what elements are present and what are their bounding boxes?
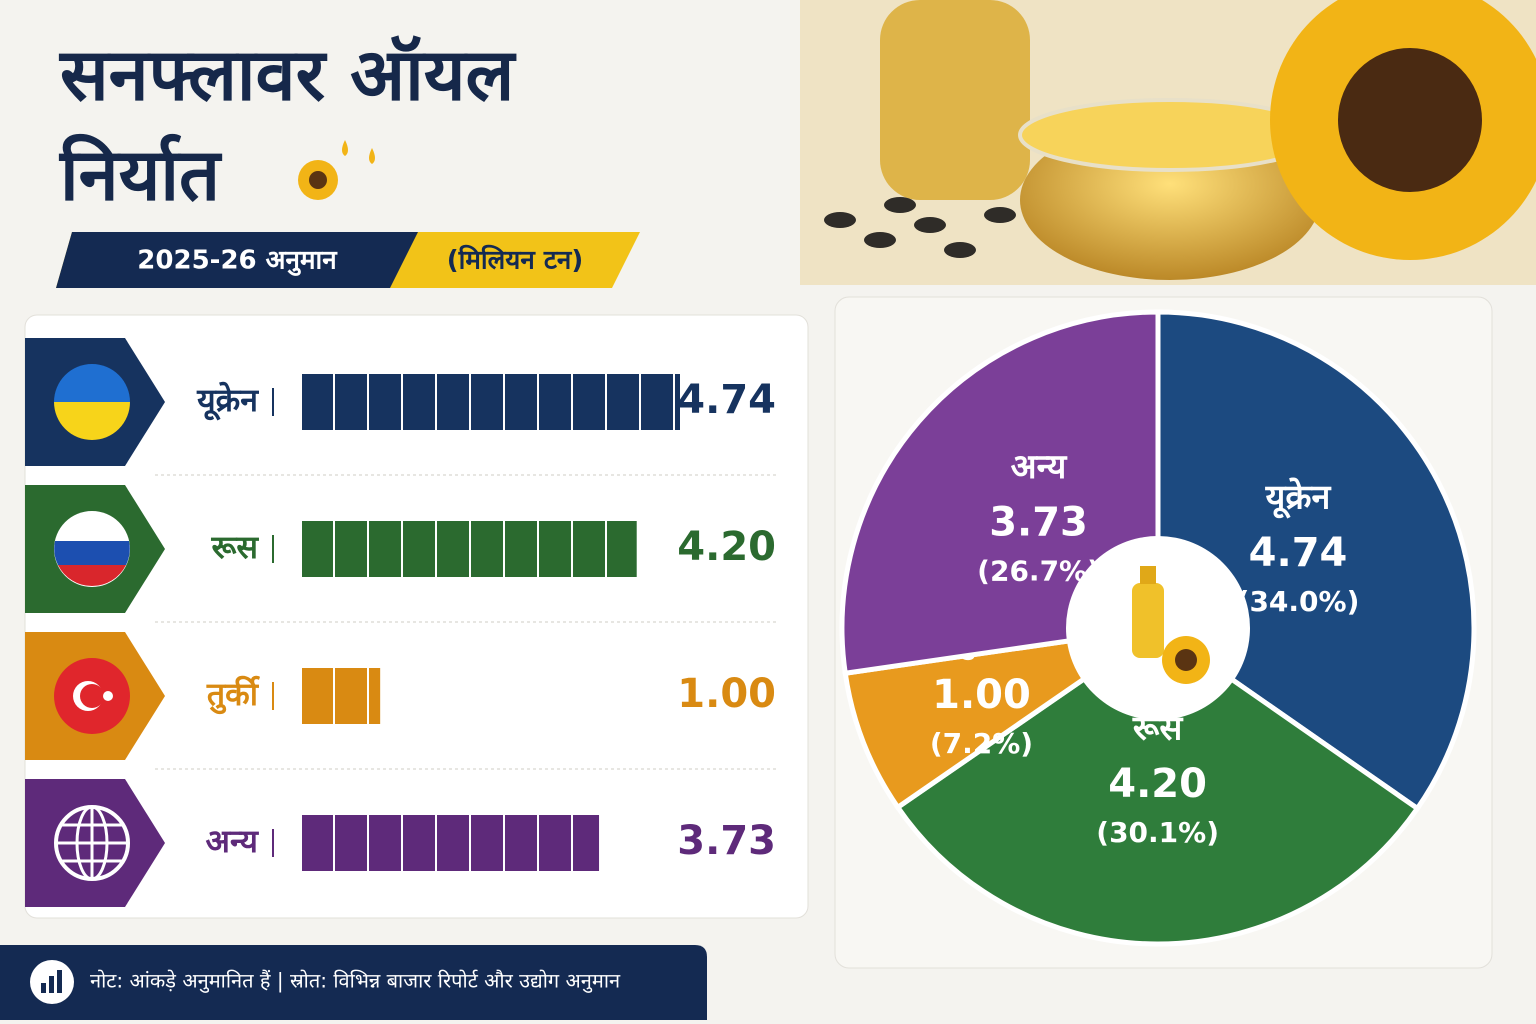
bar-panel [24,314,809,919]
sunflower-icon [298,140,375,200]
hero-image [800,0,1536,285]
category-label: अन्य [206,822,260,860]
subtitle: 2025-26 अनुमान [137,246,338,277]
pie-slice [1155,309,1477,812]
bar-segments [300,519,639,579]
flag [54,364,130,402]
label-divider [272,829,274,857]
label-divider [272,535,274,563]
slice-value: 1.00 [932,672,1031,718]
label-divider [272,682,274,710]
label-divider [272,388,274,416]
category-label: यूक्रेन [196,381,259,421]
flag [103,691,113,701]
bottle-icon [1132,583,1164,658]
flag [58,565,126,587]
slice-value: 3.73 [989,500,1088,546]
slice-category: अन्य [1011,447,1068,487]
slice-category: यूक्रेन [1265,476,1332,519]
footer-icon [41,970,62,993]
footer-note: नोट: आंकड़े अनुमानित हैं | स्रोत: विभिन्… [90,969,621,994]
banner [56,232,418,288]
bar-segments [300,666,383,726]
flag [54,402,130,440]
slice-percent: (7.2%) [930,727,1033,760]
value-label: 4.20 [677,524,776,570]
flag [80,684,104,708]
unit: (मिलियन टन) [447,245,584,276]
slice-percent: (30.1%) [1096,816,1219,849]
pie-slice [894,624,1421,947]
bar-segments [300,372,682,432]
flag [54,541,130,565]
bar-segments [300,813,602,873]
title: सनफ्लावर ऑयल [58,33,517,117]
slice-value: 4.20 [1108,761,1207,807]
flag [56,807,128,879]
title: निर्यात [58,133,223,217]
category-label: रूस [211,528,260,566]
footer [0,945,707,1020]
value-label: 3.73 [677,818,776,864]
sunflower-icon [1175,649,1197,671]
value-label: 1.00 [677,671,776,717]
value-label: 4.74 [677,377,776,423]
bottle-icon [1140,566,1156,584]
slice-value: 4.74 [1249,530,1348,576]
slice-percent: (34.0%) [1237,585,1360,618]
category-label: तुर्की [206,675,261,715]
